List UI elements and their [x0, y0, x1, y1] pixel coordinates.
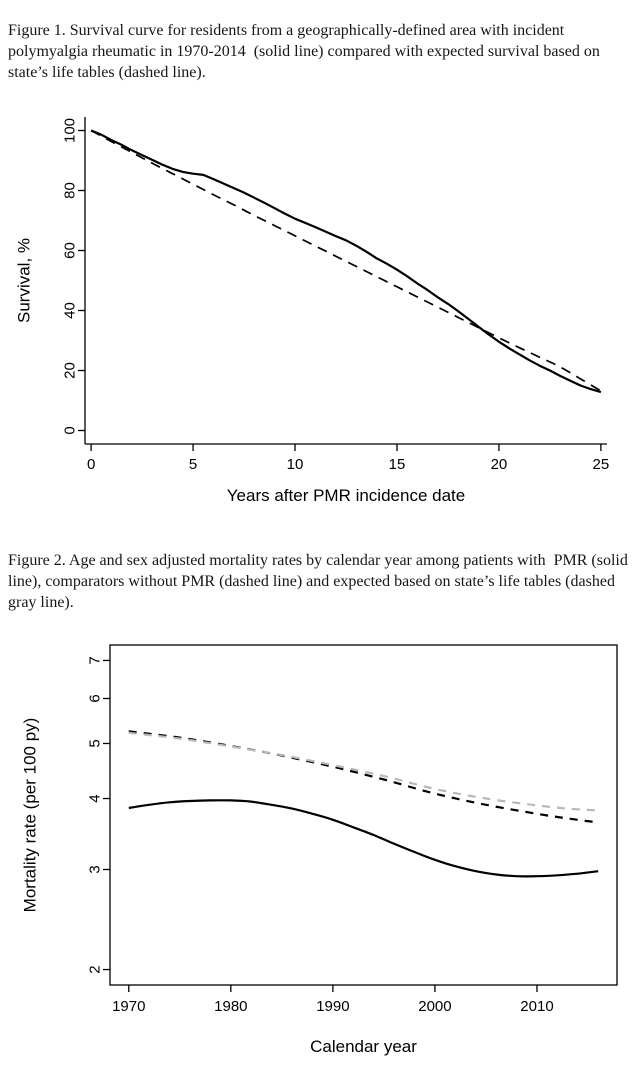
y-tick-label: 20 — [62, 363, 79, 380]
figure1-caption: Figure 1. Survival curve for residents f… — [8, 22, 604, 81]
y-tick-label: 3 — [87, 865, 104, 873]
x-axis-title: Years after PMR incidence date — [227, 486, 465, 505]
x-tick-label: 1990 — [316, 998, 349, 1015]
y-tick-label: 2 — [87, 965, 104, 973]
mortality-rates-chart: 1970 1980 1990 2000 2010 2 3 4 5 6 7 Calendar year M… — [21, 644, 618, 1056]
y-tick-label: 5 — [87, 739, 104, 747]
x-tick-label: 2000 — [418, 998, 451, 1015]
y-tick-label: 4 — [87, 794, 104, 802]
x-tick-label: 1980 — [214, 998, 247, 1015]
x-tick-label: 5 — [189, 456, 197, 473]
y-axis-title: Survival, % — [15, 238, 34, 323]
y-tick-label: 80 — [62, 183, 79, 200]
x-tick-label: 25 — [593, 456, 610, 473]
y-axis-title: Mortality rate (per 100 py) — [21, 717, 40, 912]
figure2-caption: Figure 2. Age and sex adjusted mortality… — [8, 552, 632, 611]
x-tick-label: 0 — [87, 456, 95, 473]
y-tick-label: 6 — [87, 694, 104, 702]
series-observed-pmr-cohort-solid — [90, 129, 602, 394]
figure2-chart-container: 1970 1980 1990 2000 2010 2 3 4 5 6 7 Calendar year M… — [0, 630, 642, 1070]
series-comparators-without-pmr-dashed — [128, 730, 599, 824]
x-axis-title: Calendar year — [310, 1037, 417, 1056]
y-tick-label: 40 — [62, 303, 79, 320]
y-tick-label: 60 — [62, 243, 79, 260]
y-tick-label: 0 — [62, 427, 79, 435]
y-tick-label: 100 — [62, 118, 79, 143]
x-tick-label: 20 — [491, 456, 508, 473]
x-tick-label: 10 — [287, 456, 304, 473]
x-tick-label: 1970 — [112, 998, 145, 1015]
x-tick-label: 15 — [389, 456, 406, 473]
y-tick-label: 7 — [87, 656, 104, 664]
series-pmr-patients-solid — [128, 798, 599, 878]
series-expected-life-tables-dashed — [90, 130, 602, 393]
x-tick-label: 2010 — [520, 998, 553, 1015]
series-expected-life-tables-dashed-gray — [128, 731, 599, 812]
plot-box — [109, 644, 618, 986]
survival-curve-chart: 0 5 10 15 20 25 0 20 40 60 80 100 Years after PMR in… — [15, 117, 610, 505]
figure1-chart-container: 0 5 10 15 20 25 0 20 40 60 80 100 Years after PMR in… — [0, 99, 642, 519]
page: Figure 1. Survival curve for residents f… — [0, 16, 642, 1056]
